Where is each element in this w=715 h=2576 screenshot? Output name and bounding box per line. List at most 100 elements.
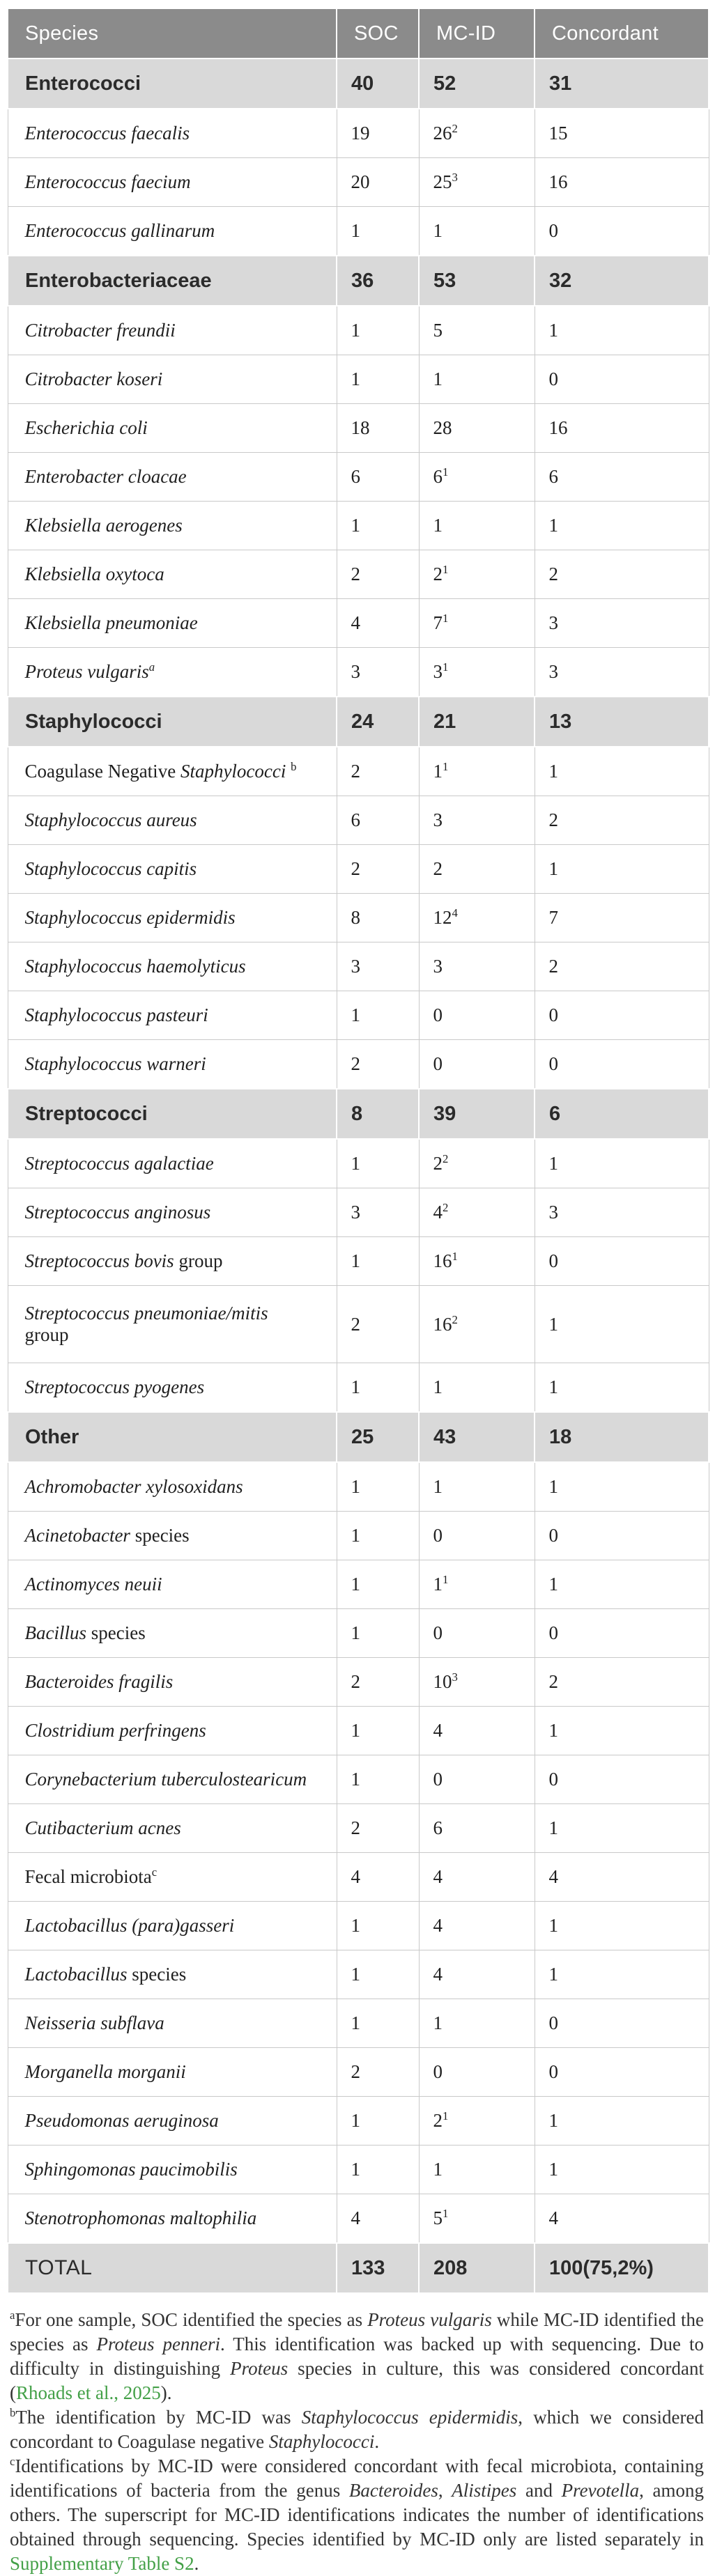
species-row: Neisseria subflava 1 1 0: [7, 1999, 709, 2048]
text-segment: Klebsiella aerogenes: [24, 515, 183, 536]
text-segment: Coagulase Negative: [24, 761, 180, 782]
concordant-value-cell: 31: [534, 58, 709, 109]
text-segment: Streptococcus bovis: [24, 1250, 174, 1271]
mcid-value-cell: 3: [418, 942, 535, 991]
soc-value-cell: 1: [336, 991, 420, 1040]
species-name-cell: Stenotrophomonas maltophilia: [7, 2194, 337, 2244]
superscript-marker: b: [291, 760, 297, 773]
supplementary-table-s2-link[interactable]: Supplementary Table S2: [10, 2553, 194, 2574]
concordant-value-cell: 6: [534, 452, 709, 502]
group-row: Enterobacteriaceae 36 53 32: [7, 255, 709, 307]
concordant-value-cell: 0: [534, 1236, 709, 1286]
mcid-value-cell: 0: [418, 1039, 535, 1089]
mcid-value-cell: 253: [418, 157, 535, 207]
group-name-cell: Streptococci: [7, 1088, 337, 1140]
group-name-cell: Staphylococci: [7, 696, 337, 747]
species-row: Actinomyces neuii 1 11 1: [7, 1560, 709, 1609]
concordant-value-cell: 1: [534, 1363, 709, 1413]
text-segment: Bacteroides fragilis: [24, 1671, 174, 1692]
text-segment: Neisseria subflava: [24, 2012, 164, 2033]
soc-value-cell: 1: [336, 305, 420, 355]
text-segment: Fecal microbiota: [24, 1866, 152, 1887]
text-segment: Identifications by MC-ID were considered…: [10, 2455, 704, 2501]
species-row: Staphylococcus warneri 2 0 0: [7, 1039, 709, 1089]
group-row: Enterococci 40 52 31: [7, 58, 709, 109]
concordant-value-cell: 0: [534, 1511, 709, 1560]
species-name-cell: Acinetobacter species: [7, 1511, 337, 1560]
text-segment: Other: [25, 1425, 79, 1448]
species-name-cell: Enterococcus faecium: [7, 157, 337, 207]
species-name-cell: Lactobacillus species: [7, 1950, 337, 1999]
total-row: TOTAL 133 208 100(75,2%): [7, 2242, 709, 2294]
soc-value-cell: 2: [336, 550, 420, 599]
text-segment: Corynebacterium tuberculostearicum: [24, 1769, 307, 1790]
text-segment: Staphylococci: [268, 2431, 375, 2452]
column-header-mcid: MC-ID: [418, 8, 535, 59]
concordant-value-cell: 2: [534, 942, 709, 991]
mcid-value-cell: 28: [418, 403, 535, 453]
species-row: Klebsiella pneumoniae 4 71 3: [7, 598, 709, 648]
soc-value-cell: 1: [336, 1755, 420, 1804]
table-header: Species SOC MC-ID Concordant: [7, 8, 709, 59]
mcid-value-cell: 1: [418, 2145, 535, 2194]
text-segment: Staphylococcus haemolyticus: [24, 956, 246, 977]
soc-value-cell: 2: [336, 1039, 420, 1089]
mcid-value-cell: 21: [418, 696, 535, 747]
species-row: Bacteroides fragilis 2 103 2: [7, 1657, 709, 1707]
species-name-cell: Staphylococcus haemolyticus: [7, 942, 337, 991]
text-segment: Klebsiella pneumoniae: [24, 612, 198, 633]
mcid-value-cell: 51: [418, 2194, 535, 2244]
species-name-cell: Clostridium perfringens: [7, 1706, 337, 1755]
mcid-value-cell: 43: [418, 1411, 535, 1463]
text-segment: Acinetobacter: [24, 1525, 130, 1546]
species-name-cell: Fecal microbiotac: [7, 1852, 337, 1902]
species-row: Streptococcus pyogenes 1 1 1: [7, 1363, 709, 1413]
soc-value-cell: 1: [336, 501, 420, 550]
species-row: Enterobacter cloacae 6 61 6: [7, 452, 709, 502]
text-segment: Streptococcus pneumoniae/mitis: [24, 1303, 268, 1324]
concordant-value-cell: 0: [534, 991, 709, 1040]
soc-value-cell: 19: [336, 108, 420, 158]
soc-value-cell: 1: [336, 1950, 420, 1999]
soc-value-cell: 1: [336, 1560, 420, 1609]
concordant-value-cell: 1: [534, 1461, 709, 1512]
concordant-value-cell: 15: [534, 108, 709, 158]
concordant-value-cell: 2: [534, 1657, 709, 1707]
sequencing-count-superscript: 1: [452, 1250, 458, 1263]
concordant-value-cell: 13: [534, 696, 709, 747]
text-segment: Stenotrophomonas maltophilia: [24, 2208, 257, 2228]
text-segment: . This identification was backed up with…: [10, 2334, 704, 2379]
mcid-value-cell: 71: [418, 598, 535, 648]
sequencing-count-superscript: 2: [452, 1312, 458, 1326]
soc-value-cell: 2: [336, 1657, 420, 1707]
species-name-cell: Actinomyces neuii: [7, 1560, 337, 1609]
species-name-cell: Bacteroides fragilis: [7, 1657, 337, 1707]
species-row: Klebsiella aerogenes 1 1 1: [7, 501, 709, 550]
sequencing-count-superscript: 4: [452, 906, 458, 920]
mcid-value-cell: 4: [418, 1852, 535, 1902]
sequencing-count-superscript: 1: [443, 1573, 449, 1586]
soc-value-cell: 36: [336, 255, 420, 307]
concordant-value-cell: 1: [534, 2096, 709, 2146]
concordant-value-cell: 3: [534, 598, 709, 648]
group-name-cell: Other: [7, 1411, 337, 1463]
text-segment: Streptococcus pyogenes: [24, 1376, 205, 1397]
soc-value-cell: 25: [336, 1411, 420, 1463]
species-row: Escherichia coli 18 28 16: [7, 403, 709, 453]
soc-value-cell: 3: [336, 942, 420, 991]
superscript-marker: c: [10, 2455, 15, 2468]
concordant-value-cell: 1: [534, 1138, 709, 1188]
species-row: Coagulase Negative Staphylococci b 2 11 1: [7, 746, 709, 796]
species-name-cell: Staphylococcus epidermidis: [7, 893, 337, 942]
table-body: Enterococci 40 52 31 Enterococcus faecalis 19…: [7, 58, 709, 2294]
species-name-cell: Proteus vulgarisa: [7, 647, 337, 697]
mcid-value-cell: 2: [418, 844, 535, 894]
header-row: Species SOC MC-ID Concordant: [7, 8, 709, 59]
concordant-value-cell: 1: [534, 1560, 709, 1609]
citation-link-rhoads-2025[interactable]: Rhoads et al., 2025: [16, 2382, 161, 2403]
soc-value-cell: 2: [336, 844, 420, 894]
concordant-value-cell: 18: [534, 1411, 709, 1463]
mcid-value-cell: 6: [418, 1803, 535, 1853]
concordant-value-cell: 1: [534, 1803, 709, 1853]
